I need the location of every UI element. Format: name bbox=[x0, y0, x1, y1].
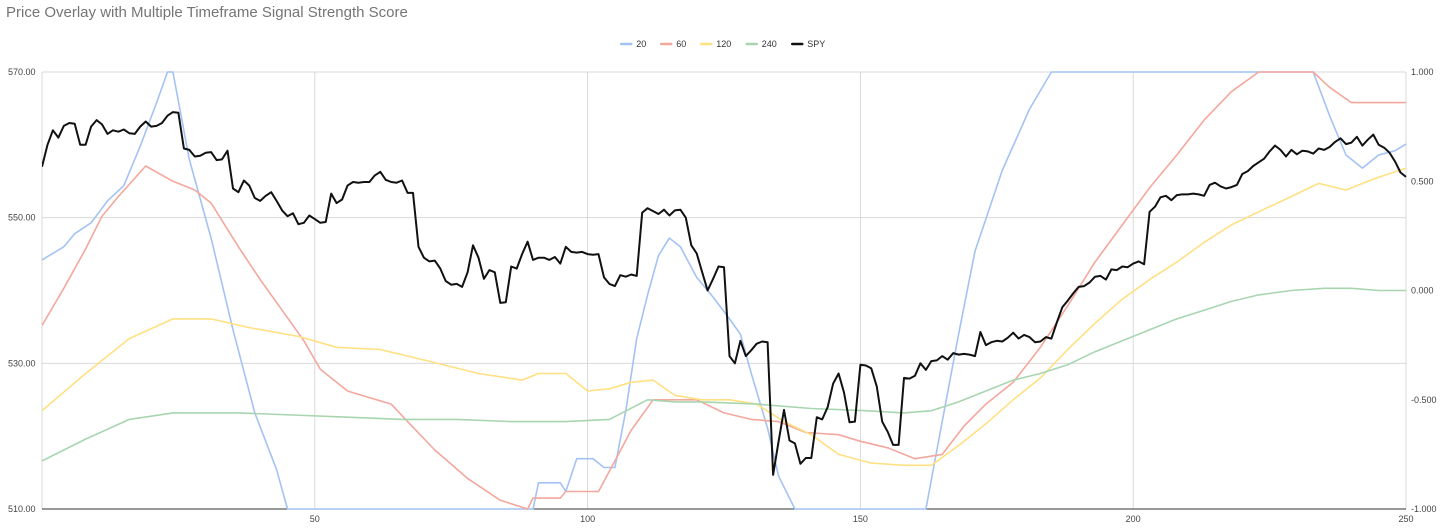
legend-item-60[interactable]: 60 bbox=[660, 39, 686, 49]
y-left-tick-label: 510.00 bbox=[8, 504, 36, 514]
y-left-tick-label: 570.00 bbox=[8, 67, 36, 77]
y-right-tick-label: 0.500 bbox=[1411, 176, 1434, 186]
legend-label: 120 bbox=[716, 39, 731, 49]
legend-label: 60 bbox=[676, 39, 686, 49]
legend-label: 20 bbox=[636, 39, 646, 49]
y-left-tick-label: 550.00 bbox=[8, 213, 36, 223]
x-tick-label: 200 bbox=[1126, 514, 1141, 524]
y-right-tick-label: 1.000 bbox=[1411, 67, 1434, 77]
grid-layer bbox=[41, 71, 1407, 510]
x-tick-label: 250 bbox=[1398, 514, 1413, 524]
legend-item-20[interactable]: 20 bbox=[620, 39, 646, 49]
series-layer bbox=[42, 71, 1407, 510]
series-line-20 bbox=[42, 71, 1407, 510]
legend-label: SPY bbox=[807, 39, 825, 49]
legend-item-240[interactable]: 240 bbox=[745, 39, 777, 49]
axis-layer: 510.00 530.00 550.00 570.00 -1.000 -0.500 0.00… bbox=[8, 67, 1437, 524]
chart-title: Price Overlay with Multiple Timeframe Si… bbox=[6, 4, 408, 21]
legend-item-spy[interactable]: SPY bbox=[791, 39, 825, 49]
series-line-spy bbox=[42, 111, 1407, 476]
legend-label: 240 bbox=[762, 39, 777, 49]
legend[interactable]: 20 60 120 240 SPY bbox=[620, 39, 825, 49]
x-tick-label: 50 bbox=[310, 514, 320, 524]
y-right-tick-label: 0.000 bbox=[1411, 286, 1434, 296]
series-line-120 bbox=[42, 167, 1407, 467]
legend-item-120[interactable]: 120 bbox=[700, 39, 731, 49]
y-right-tick-label: -0.500 bbox=[1411, 395, 1437, 405]
series-line-60 bbox=[42, 71, 1406, 510]
y-right-tick-label: -1.000 bbox=[1411, 504, 1437, 514]
series-line-240 bbox=[42, 287, 1406, 462]
x-tick-label: 150 bbox=[853, 514, 868, 524]
x-tick-label: 100 bbox=[580, 514, 595, 524]
y-left-tick-label: 530.00 bbox=[8, 358, 36, 368]
